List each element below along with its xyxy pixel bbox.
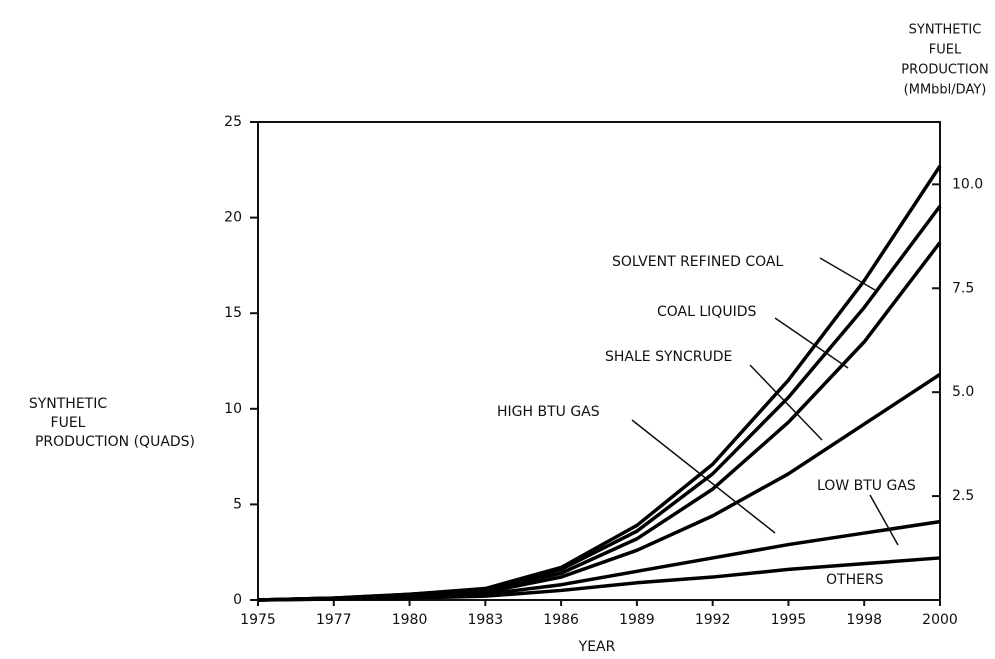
series-line — [257, 165, 942, 602]
y2-tick-label: 10.0 — [952, 176, 983, 192]
y2-axis-label: FUEL — [929, 43, 962, 58]
y2-axis-label: (MMbbl/DAY) — [904, 83, 987, 98]
series-label: LOW BTU GAS — [817, 478, 916, 494]
x-tick-label: 1977 — [316, 612, 352, 628]
leader-line — [819, 257, 876, 291]
y-tick-label: 10 — [224, 401, 242, 417]
series-label: OTHERS — [826, 572, 884, 588]
y-tick-label: 0 — [233, 592, 242, 608]
y-axis-label: SYNTHETIC — [29, 396, 108, 412]
y-tick-label: 20 — [224, 210, 242, 226]
x-tick-label: 1989 — [619, 612, 655, 628]
x-tick-label: 1975 — [240, 612, 276, 628]
x-tick-label: 1980 — [392, 612, 428, 628]
x-tick-label: 1983 — [468, 612, 504, 628]
y-axis-label: PRODUCTION (QUADS) — [35, 434, 195, 450]
x-tick-label: 1986 — [543, 612, 579, 628]
y-tick-label: 25 — [224, 114, 242, 130]
x-tick-label: 1995 — [771, 612, 807, 628]
y2-axis-label: PRODUCTION — [901, 63, 988, 78]
y-axis-label: FUEL — [51, 415, 86, 431]
y2-tick-label: 7.5 — [952, 280, 974, 296]
y2-tick-label: 2.5 — [952, 488, 974, 504]
y-tick-label: 5 — [233, 496, 242, 512]
x-tick-label: 1992 — [695, 612, 731, 628]
x-tick-label: 2000 — [922, 612, 958, 628]
leader-line — [869, 494, 899, 546]
x-axis-label: YEAR — [578, 639, 616, 655]
series-label: COAL LIQUIDS — [657, 304, 756, 320]
leader-line — [774, 317, 849, 369]
leader-line — [631, 419, 776, 534]
x-tick-label: 1998 — [846, 612, 882, 628]
y2-axis-label: SYNTHETIC — [909, 23, 982, 38]
series-label: HIGH BTU GAS — [497, 404, 600, 420]
y-tick-label: 15 — [224, 305, 242, 321]
series-label: SOLVENT REFINED COAL — [612, 254, 783, 270]
leader-line — [749, 364, 823, 441]
series-label: SHALE SYNCRUDE — [605, 349, 732, 365]
y2-tick-label: 5.0 — [952, 384, 974, 400]
plot-frame — [257, 121, 941, 601]
